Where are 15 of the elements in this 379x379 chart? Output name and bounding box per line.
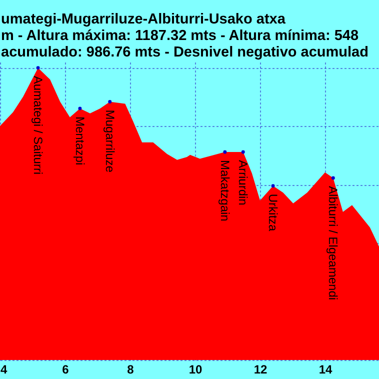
x-tick-label: 4: [0, 362, 8, 376]
chart-title: umategi-Mugarriluze-Albiturri-Usako atxa: [1, 12, 286, 28]
annotation: Mugarriluze: [102, 110, 117, 173]
annotation: Arriurdin: [236, 160, 250, 206]
annotation: Aumategi / Saiturri: [31, 76, 46, 175]
x-tick-label: 10: [188, 362, 203, 376]
x-tick-label: 14: [318, 362, 333, 376]
chart-subtitle: m - Altura máxima: 1187.32 mts - Altura mínima: 548 acumulado: 986.76 mts - Desnivel negativo acumulad: [1, 28, 368, 60]
x-tick-label: 6: [62, 362, 70, 376]
annotation: Albiturri / Elgeamendi: [326, 186, 340, 300]
annotation: Mentazpi: [72, 116, 87, 166]
annotation: Makatzgain: [218, 160, 232, 222]
x-tick-label: 8: [127, 362, 134, 376]
annotation: Urkitza: [266, 194, 280, 232]
x-tick-label: 12: [254, 362, 268, 376]
